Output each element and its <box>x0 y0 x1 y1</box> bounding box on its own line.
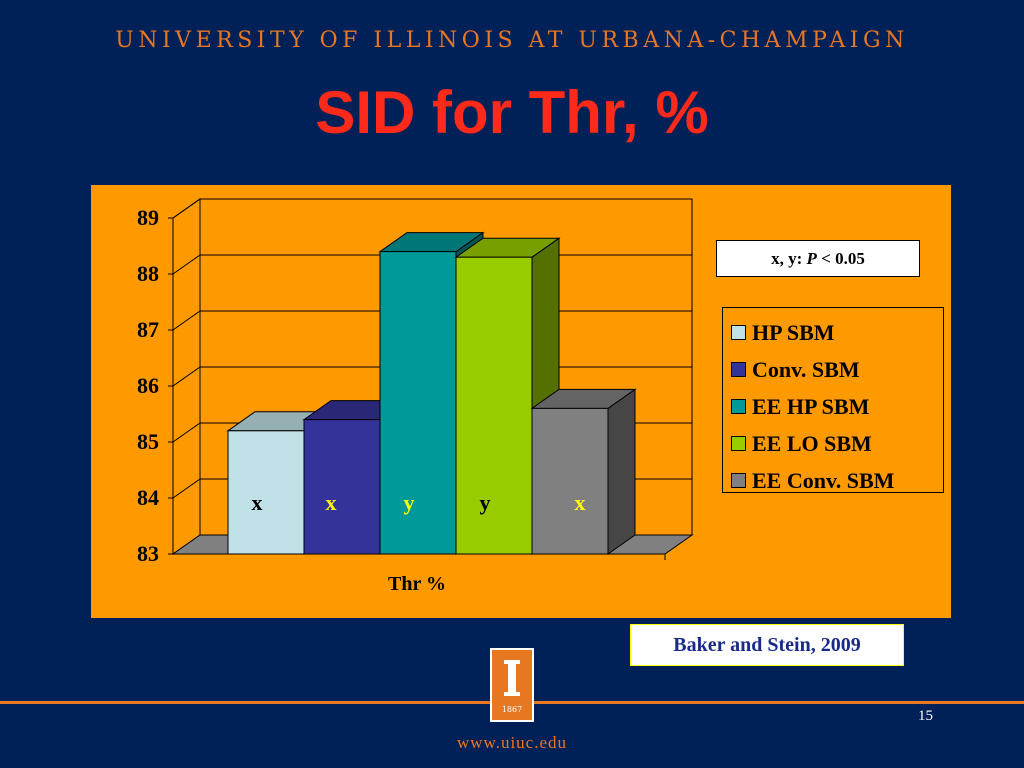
bar-front <box>379 251 457 555</box>
y-tick-label: 89 <box>137 205 159 230</box>
bar-front <box>303 419 381 555</box>
legend-swatch <box>731 436 746 451</box>
bar-data-label: y <box>404 490 415 515</box>
significance-suffix: < 0.05 <box>816 249 865 268</box>
citation: Baker and Stein, 2009 <box>630 624 904 666</box>
y-tick-label: 86 <box>137 373 159 398</box>
legend-label: EE Conv. SBM <box>752 467 895 493</box>
significance-note: x, y: P < 0.05 <box>716 240 920 277</box>
gridline <box>172 198 692 219</box>
legend-swatch <box>731 362 746 377</box>
legend-item: Conv. SBM <box>723 351 943 388</box>
footer-url: www.uiuc.edu <box>456 733 568 752</box>
legend-item: HP SBM <box>723 314 943 351</box>
legend-label: EE HP SBM <box>752 393 870 419</box>
bar-chart: x x y y x 83 84 85 86 87 88 89 Thr % <box>137 198 694 595</box>
y-tick-label: 84 <box>137 485 159 510</box>
bar-front <box>455 256 533 555</box>
legend-item: EE Conv. SBM <box>723 462 943 499</box>
slide-title: SID for Thr, % <box>315 79 709 146</box>
y-tick-label: 87 <box>137 317 159 342</box>
bar-front <box>531 407 609 555</box>
legend-swatch <box>731 473 746 488</box>
bar-data-label: x <box>575 490 586 515</box>
legend-item: EE LO SBM <box>723 425 943 462</box>
y-tick-label: 88 <box>137 261 159 286</box>
chart-legend: HP SBM Conv. SBM EE HP SBM EE LO SBM EE Conv… <box>722 307 944 493</box>
bar-ee-conv-sbm <box>530 388 637 555</box>
legend-swatch <box>731 325 746 340</box>
significance-prefix: x, y: <box>771 249 807 268</box>
legend-swatch <box>731 399 746 414</box>
legend-label: HP SBM <box>752 319 835 345</box>
slide-header: UNIVERSITY OF ILLINOIS AT URBANA-CHAMPAI… <box>115 28 909 53</box>
bar-data-label: x <box>326 490 337 515</box>
y-tick-label: 83 <box>137 541 159 566</box>
x-axis-label: Thr % <box>388 573 446 595</box>
bar-data-label: x <box>252 490 263 515</box>
bar-front <box>227 430 305 555</box>
seal-year: 1867 <box>502 705 522 714</box>
legend-label: EE LO SBM <box>752 430 872 456</box>
bar-data-label: y <box>480 490 491 515</box>
significance-p: P <box>806 249 817 268</box>
legend-label: Conv. SBM <box>752 356 860 382</box>
y-tick-label: 85 <box>137 429 159 454</box>
university-seal-icon: 1867 <box>490 648 534 722</box>
legend-item: EE HP SBM <box>723 388 943 425</box>
page-number: 15 <box>918 708 933 724</box>
bar-side <box>607 388 636 555</box>
